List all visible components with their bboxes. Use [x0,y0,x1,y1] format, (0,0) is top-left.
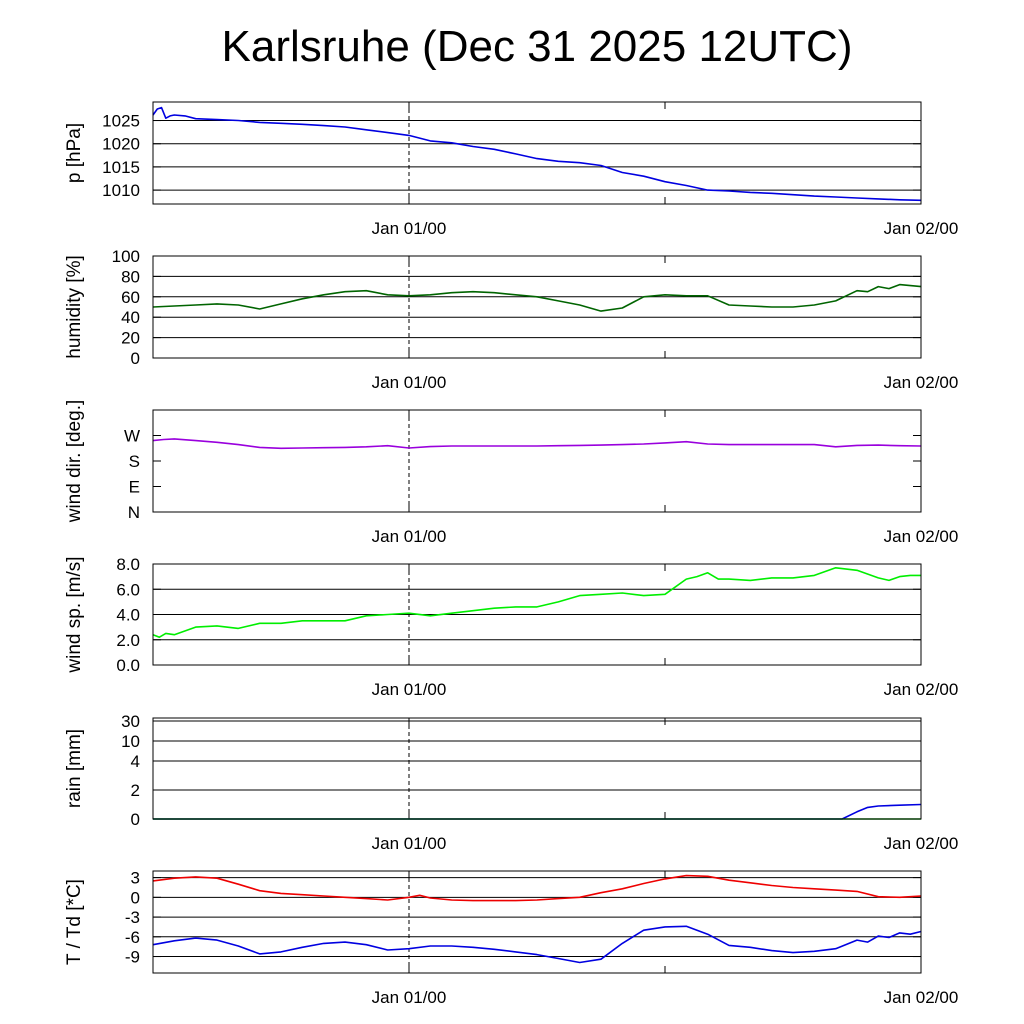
wind_direction-ytick-label: E [129,478,140,497]
temperature_dewpoint-series-temperature [152,874,922,902]
wind_speed-ytick-label: 6.0 [116,580,140,599]
chart-title: Karlsruhe (Dec 31 2025 12UTC) [221,22,853,71]
humidity-ytick-label: 0 [131,349,140,368]
pressure-ylabel: p [hPa] [64,123,85,183]
wind_speed-ylabel: wind sp. [m/s] [64,556,85,673]
temperature_dewpoint-frame [152,870,922,974]
pressure-xtick-label: Jan 02/00 [884,219,959,238]
wind_direction-xtick-label: Jan 02/00 [884,527,959,546]
pressure-ytick-label: 1015 [102,158,140,177]
rain-frame [152,717,922,820]
wind_direction-ytick-label: S [129,452,140,471]
humidity-ytick-label: 40 [121,308,140,327]
rain-ytick-label: 0 [131,810,140,829]
humidity-xtick-label: Jan 01/00 [372,373,447,392]
rain-ytick-label: 30 [121,712,140,731]
wind_speed-frame [152,563,922,666]
humidity-series-humidity [152,283,922,312]
humidity-frame [152,255,922,359]
rain-xtick-label: Jan 02/00 [884,834,959,853]
humidity-xtick-label: Jan 02/00 [884,373,959,392]
wind_speed-xtick-label: Jan 02/00 [884,680,959,699]
wind_direction-ytick-label: W [124,427,140,446]
temperature_dewpoint-ytick-label: 0 [131,888,140,907]
pressure-ytick-label: 1020 [102,135,140,154]
pressure-panel: 1010 1015 1020 1025 Jan 01/00 Jan 02/00 p [hPa… [64,101,959,238]
wind_speed-panel: 0.0 2.0 4.0 6.0 8.0 Jan 01/00 Jan 02/00 wind sp… [64,555,958,699]
temperature_dewpoint-series-dewpoint [152,925,922,964]
temperature_dewpoint-ytick-label: 3 [131,869,140,888]
wind_speed-ytick-label: 0.0 [116,656,140,675]
wind_direction-series-wind-direction [152,438,922,450]
humidity-ylabel: humidity [%] [64,255,85,358]
temperature_dewpoint-xtick-label: Jan 01/00 [372,988,447,1007]
wind_speed-ytick-label: 8.0 [116,555,140,574]
rain-ytick-label: 4 [131,752,140,771]
temperature_dewpoint-ytick-label: -9 [125,948,140,967]
humidity-ytick-label: 100 [112,247,140,266]
pressure-ytick-label: 1025 [102,112,140,131]
humidity-ytick-label: 20 [121,329,140,348]
rain-series-precipitation [153,803,922,820]
rain-xtick-label: Jan 01/00 [372,834,447,853]
wind_direction-frame [152,409,922,513]
rain-ylabel: rain [mm] [64,729,85,808]
pressure-series-pressure [152,106,922,202]
wind_direction-xtick-label: Jan 01/00 [372,527,447,546]
wind_speed-xtick-label: Jan 01/00 [372,680,447,699]
wind_speed-ytick-label: 4.0 [116,606,140,625]
temperature_dewpoint-ytick-label: -6 [125,928,140,947]
wind_speed-series-wind-speed [152,566,921,639]
pressure-ytick-label: 1010 [102,181,140,200]
temperature_dewpoint-ytick-label: -3 [125,908,140,927]
wind_speed-ytick-label: 2.0 [116,631,140,650]
rain-ytick-label: 2 [131,781,140,800]
rain-ytick-label: 10 [121,732,140,751]
wind_direction-ytick-label: N [128,503,140,522]
humidity-ytick-label: 80 [121,267,140,286]
pressure-frame [152,101,922,205]
pressure-xtick-label: Jan 01/00 [372,219,447,238]
humidity-ytick-label: 60 [121,288,140,307]
temperature_dewpoint-ylabel: T / Td [*C] [64,879,85,965]
temperature_dewpoint-panel: -9-6-303 Jan 01/00 Jan 02/00 T / Td [*C] [64,869,958,1007]
wind_direction-ylabel: wind dir. [deg.] [64,400,85,524]
temperature_dewpoint-xtick-label: Jan 02/00 [884,988,959,1007]
